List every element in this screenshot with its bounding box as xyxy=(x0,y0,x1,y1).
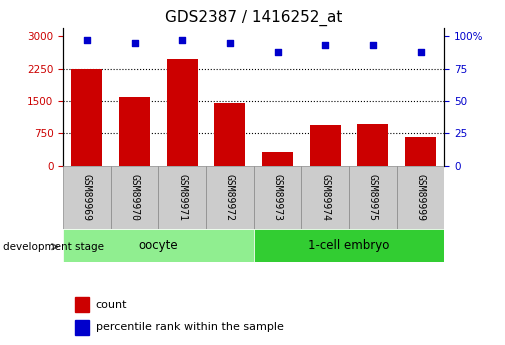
Text: GSM89974: GSM89974 xyxy=(320,174,330,221)
Bar xyxy=(111,166,159,229)
Text: GSM89970: GSM89970 xyxy=(130,174,139,221)
Bar xyxy=(63,229,254,262)
Text: oocyte: oocyte xyxy=(139,239,178,252)
Bar xyxy=(301,166,349,229)
Text: 1-cell embryo: 1-cell embryo xyxy=(309,239,390,252)
Bar xyxy=(262,152,293,166)
Point xyxy=(417,49,425,55)
Bar xyxy=(310,126,341,166)
Point xyxy=(83,37,91,43)
Text: GSM89975: GSM89975 xyxy=(368,174,378,221)
Bar xyxy=(254,229,444,262)
Bar xyxy=(349,166,397,229)
Point xyxy=(321,42,329,48)
Point xyxy=(226,40,234,46)
Bar xyxy=(254,166,301,229)
Bar xyxy=(119,97,150,166)
Bar xyxy=(159,166,206,229)
Bar xyxy=(75,320,89,335)
Text: GSM89972: GSM89972 xyxy=(225,174,235,221)
Bar xyxy=(206,166,254,229)
Text: percentile rank within the sample: percentile rank within the sample xyxy=(95,322,283,332)
Point xyxy=(178,37,186,43)
Text: GSM89971: GSM89971 xyxy=(177,174,187,221)
Bar xyxy=(358,124,388,166)
Bar xyxy=(167,59,198,166)
Title: GDS2387 / 1416252_at: GDS2387 / 1416252_at xyxy=(165,10,342,26)
Bar xyxy=(63,166,111,229)
Text: development stage: development stage xyxy=(3,242,104,252)
Bar xyxy=(75,297,89,312)
Bar xyxy=(397,166,444,229)
Point xyxy=(274,49,282,55)
Bar xyxy=(72,69,103,166)
Text: GSM89973: GSM89973 xyxy=(273,174,283,221)
Bar xyxy=(215,103,245,166)
Text: GSM89969: GSM89969 xyxy=(82,174,92,221)
Point xyxy=(131,40,139,46)
Bar xyxy=(405,137,436,166)
Text: count: count xyxy=(95,300,127,310)
Text: GSM89999: GSM89999 xyxy=(416,174,426,221)
Point xyxy=(369,42,377,48)
